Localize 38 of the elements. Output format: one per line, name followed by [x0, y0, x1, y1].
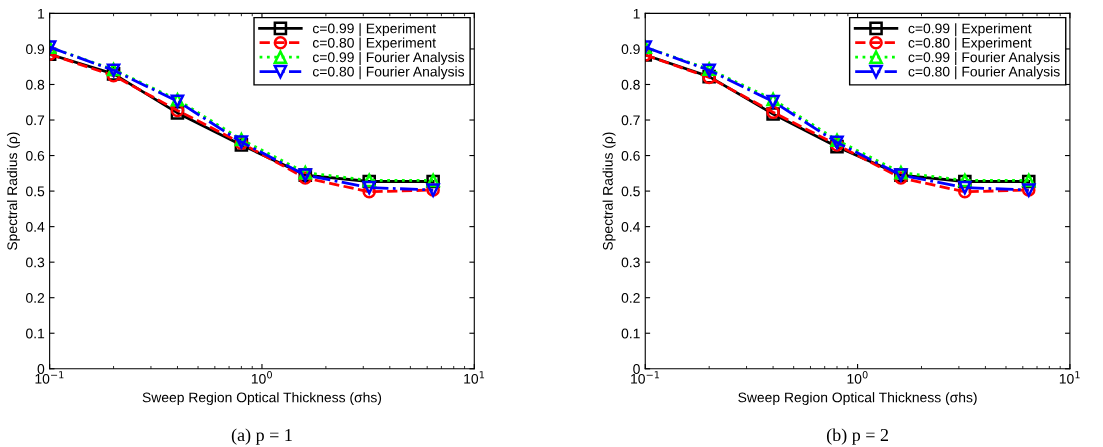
- x-tick-label: 10$^{0}$: [847, 371, 868, 384]
- y-tick-label: 0.4: [26, 221, 45, 232]
- y-tick-label: 0.8: [26, 79, 45, 90]
- legend-label: c=0.80 | Experiment: [908, 37, 1032, 51]
- y-tick-label: 0.4: [621, 221, 640, 232]
- y-axis-title: Spectral Radius (ρ): [602, 132, 616, 250]
- y-tick-label: 0.7: [621, 115, 640, 126]
- legend-label: c=0.80 | Experiment: [312, 37, 436, 51]
- x-tick-label: 10$^{1}$: [464, 371, 485, 384]
- text: (a) p = 1: [231, 428, 292, 445]
- legend-label: c=0.80 | Fourier Analysis: [908, 66, 1060, 80]
- y-tick-label: 1: [633, 8, 640, 19]
- x-tick-label: 10$^{0}$: [251, 371, 272, 384]
- legend-label: c=0.99 | Experiment: [312, 23, 436, 37]
- y-tick-label: 0.5: [621, 186, 640, 197]
- x-axis-title: Sweep Region Optical Thickness (σhs): [142, 392, 382, 406]
- text: (b) p = 2: [826, 428, 888, 445]
- y-tick-label: 0.9: [621, 44, 640, 55]
- y-tick-label: 1: [38, 8, 45, 19]
- y-tick-label: 0.8: [621, 79, 640, 90]
- y-tick-label: 0.2: [621, 293, 640, 303]
- y-tick-label: 0.3: [621, 257, 640, 268]
- legend-label: c=0.99 | Experiment: [908, 23, 1032, 37]
- y-tick-label: 0.9: [26, 44, 45, 55]
- y-tick-label: 0.1: [26, 328, 45, 339]
- legend-label: c=0.80 | Fourier Analysis: [312, 66, 465, 80]
- y-tick-label: 0.6: [26, 150, 45, 161]
- y-tick-label: 0.5: [26, 186, 45, 197]
- y-axis-title: Spectral Radius (ρ): [6, 132, 20, 250]
- y-tick-label: 0.2: [26, 293, 45, 303]
- legend-label: c=0.99 | Fourier Analysis: [908, 51, 1060, 65]
- x-axis-title: Sweep Region Optical Thickness (σhs): [738, 392, 977, 406]
- x-tick-label: 10$^{1}$: [1059, 371, 1080, 384]
- legend-label: c=0.99 | Fourier Analysis: [312, 51, 465, 65]
- y-tick-label: 0.6: [621, 150, 640, 161]
- y-tick-label: 0.7: [26, 115, 45, 126]
- y-tick-label: 0.3: [26, 257, 45, 268]
- y-tick-label: 0.1: [621, 328, 640, 339]
